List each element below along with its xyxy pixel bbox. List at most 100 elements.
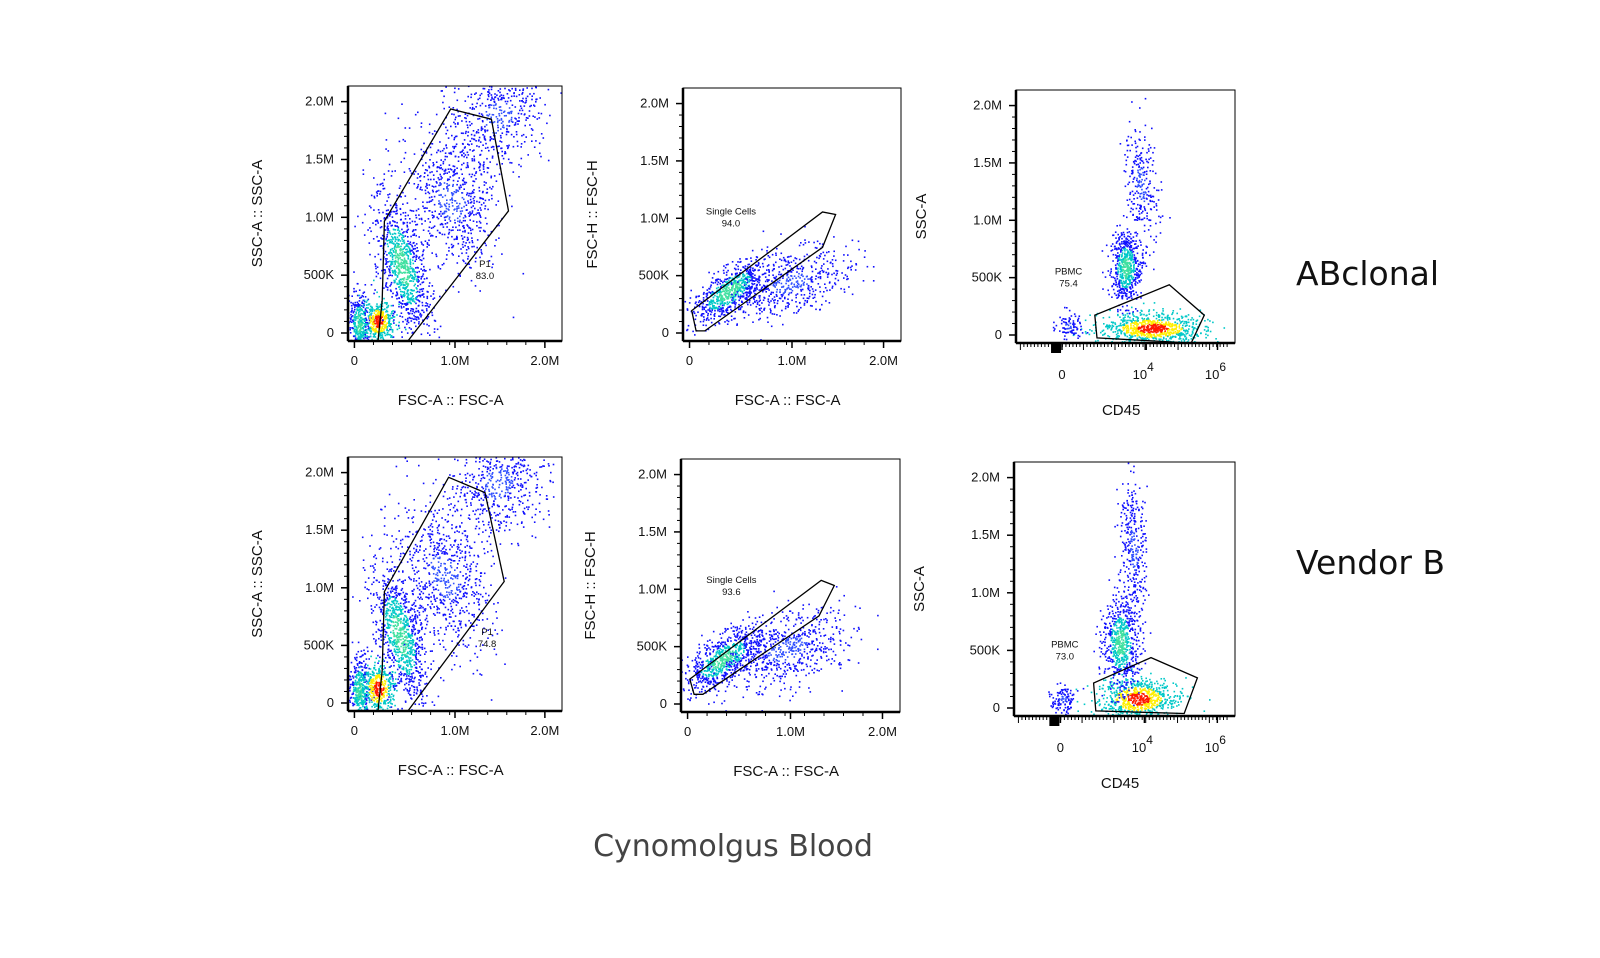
- event-dot: [1133, 326, 1136, 328]
- event-dot: [467, 200, 469, 202]
- event-dot: [446, 179, 449, 182]
- event-dot: [448, 205, 451, 208]
- event-dot: [436, 216, 438, 219]
- event-dot: [847, 267, 849, 270]
- event-dot: [415, 298, 417, 300]
- event-dot: [442, 226, 445, 228]
- event-dot: [351, 315, 354, 317]
- event-dot: [507, 147, 509, 150]
- event-dot: [464, 154, 467, 156]
- event-dot: [448, 228, 451, 231]
- event-dot: [418, 218, 421, 220]
- event-dot: [519, 76, 521, 78]
- event-dot: [415, 287, 418, 289]
- event-dot: [1126, 329, 1128, 332]
- event-dot: [454, 118, 456, 121]
- event-dot: [399, 195, 401, 198]
- event-dot: [673, 317, 675, 319]
- event-dot: [1150, 324, 1153, 327]
- event-dot: [1123, 320, 1125, 323]
- event-dot: [1102, 317, 1105, 319]
- event-dot: [1171, 325, 1174, 327]
- event-dot: [1183, 329, 1186, 332]
- event-dot: [383, 316, 386, 318]
- event-dot: [396, 194, 399, 197]
- event-dot: [466, 239, 469, 241]
- event-dot: [737, 295, 740, 298]
- event-dot: [414, 275, 417, 278]
- event-dot: [448, 218, 451, 220]
- event-dot: [364, 336, 367, 339]
- event-dot: [375, 310, 378, 313]
- event-dot: [710, 321, 713, 324]
- event-dot: [791, 277, 794, 280]
- event-dot: [1160, 338, 1162, 341]
- event-dot: [538, 142, 541, 145]
- event-dot: [507, 146, 510, 148]
- event-dot: [740, 277, 743, 280]
- event-dot: [406, 262, 409, 265]
- event-dot: [397, 265, 400, 267]
- event-dot: [733, 302, 736, 305]
- event-dot: [409, 249, 411, 251]
- event-dot: [414, 316, 416, 318]
- event-dot: [360, 321, 362, 323]
- event-dot: [419, 314, 421, 316]
- event-dot: [735, 302, 737, 304]
- event-dot: [486, 157, 488, 160]
- event-dot: [1130, 336, 1132, 338]
- event-dot: [495, 116, 498, 118]
- event-dot: [717, 291, 719, 293]
- abclonal-fsc-singlets-gate-polygon[interactable]: [690, 211, 837, 332]
- gate-percent-label: 94.0: [722, 219, 741, 230]
- event-dot: [471, 173, 474, 176]
- event-dot: [1183, 339, 1186, 342]
- event-dot: [488, 260, 491, 262]
- event-dot: [349, 328, 351, 331]
- event-dot: [542, 137, 545, 139]
- event-dot: [370, 309, 373, 311]
- event-dot: [353, 325, 356, 328]
- event-dot: [1186, 330, 1189, 332]
- event-dot: [384, 112, 387, 115]
- event-dot: [1152, 320, 1154, 322]
- event-dot: [1166, 328, 1169, 330]
- event-dot: [375, 191, 378, 193]
- event-dot: [435, 236, 437, 238]
- event-dot: [729, 291, 731, 293]
- abclonal-fsc-ssc-gate-polygon[interactable]: [377, 108, 510, 342]
- event-dot: [358, 323, 361, 325]
- event-dot: [767, 280, 769, 283]
- event-dot: [383, 272, 386, 275]
- event-dot: [510, 112, 513, 115]
- event-dot: [1128, 334, 1131, 337]
- event-dot: [507, 112, 509, 114]
- event-dot: [377, 325, 380, 327]
- event-dot: [355, 312, 358, 315]
- event-dot: [510, 120, 513, 123]
- event-dot: [787, 304, 789, 307]
- event-dot: [424, 169, 427, 171]
- event-dot: [1102, 334, 1104, 336]
- event-dot: [420, 218, 423, 221]
- event-dot: [381, 316, 383, 318]
- event-dot: [488, 113, 491, 116]
- event-dot: [370, 206, 372, 209]
- event-dot: [400, 282, 403, 284]
- event-dot: [396, 253, 399, 255]
- event-dot: [1161, 319, 1163, 321]
- event-dot: [774, 299, 776, 301]
- event-dot: [451, 134, 453, 137]
- event-dot: [545, 60, 547, 62]
- event-dot: [389, 314, 392, 317]
- event-dot: [444, 168, 447, 171]
- event-dot: [369, 310, 372, 312]
- event-dot: [412, 268, 415, 270]
- event-dot: [736, 287, 739, 290]
- event-dot: [1141, 337, 1143, 340]
- event-dot: [438, 202, 440, 205]
- event-dot: [717, 270, 720, 273]
- event-dot: [369, 159, 371, 161]
- event-dot: [718, 305, 720, 308]
- event-dot: [784, 291, 786, 293]
